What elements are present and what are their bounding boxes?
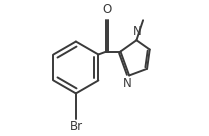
Text: O: O: [103, 3, 112, 16]
Text: N: N: [133, 25, 141, 38]
Text: N: N: [123, 78, 131, 90]
Text: Br: Br: [70, 120, 83, 133]
